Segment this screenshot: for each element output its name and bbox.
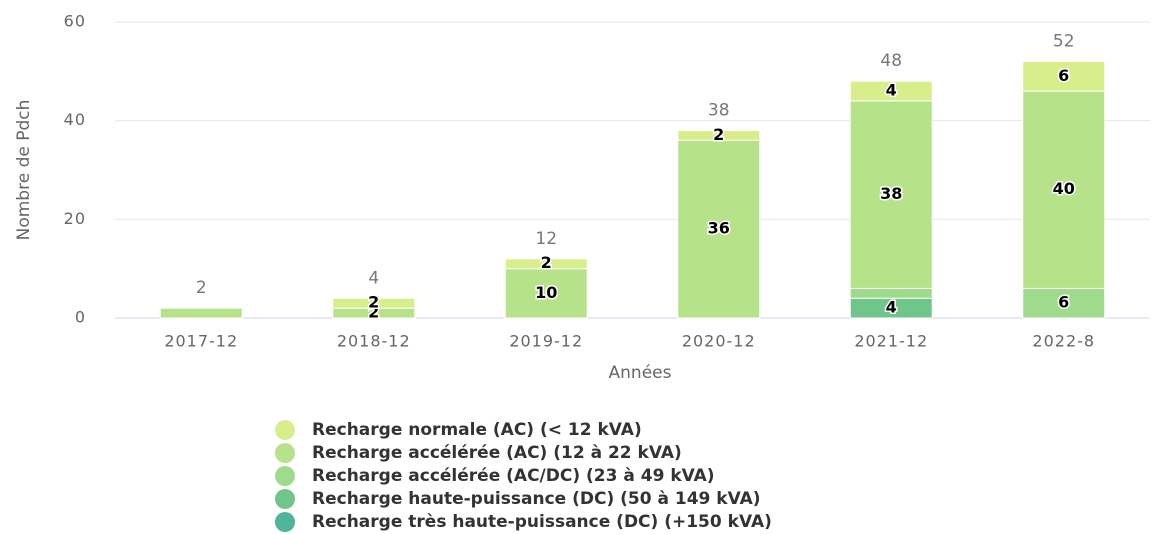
x-tick-label: 2019-12 bbox=[509, 332, 583, 351]
total-label: 2 bbox=[196, 278, 207, 298]
total-label: 4 bbox=[368, 268, 379, 288]
legend-swatch bbox=[275, 443, 295, 463]
y-tick-label: 60 bbox=[64, 12, 86, 31]
data-label: 36 bbox=[708, 219, 730, 238]
bar-segment bbox=[504, 268, 588, 319]
legend-swatch bbox=[275, 466, 295, 486]
x-axis-title: Années bbox=[609, 363, 672, 383]
data-label: 2 bbox=[713, 125, 724, 144]
legend-label: Recharge très haute-puissance (DC) (+150… bbox=[312, 512, 772, 532]
bar-segment bbox=[849, 100, 933, 289]
data-label: 40 bbox=[1053, 179, 1075, 198]
legend-label: Recharge accélérée (AC/DC) (23 à 49 kVA) bbox=[312, 466, 715, 486]
bar-segment bbox=[677, 139, 761, 319]
legend-swatch bbox=[275, 489, 295, 509]
bar-segment bbox=[1022, 60, 1106, 92]
y-tick-label: 20 bbox=[64, 209, 86, 228]
x-tick-label: 2017-12 bbox=[164, 332, 238, 351]
total-label: 38 bbox=[708, 101, 730, 121]
bar-segment bbox=[1022, 287, 1106, 319]
x-tick-label: 2018-12 bbox=[337, 332, 411, 351]
x-tick-label: 2022-8 bbox=[1032, 332, 1095, 351]
y-tick-label: 40 bbox=[64, 110, 86, 129]
bar-segment bbox=[504, 258, 588, 270]
legend-label: Recharge haute-puissance (DC) (50 à 149 … bbox=[312, 489, 761, 509]
bar-segment bbox=[1022, 90, 1106, 289]
data-label: 4 bbox=[886, 298, 897, 317]
y-axis-title: Nombre de Pdch bbox=[14, 100, 34, 241]
total-label: 52 bbox=[1053, 31, 1075, 51]
y-tick-label: 0 bbox=[75, 308, 86, 327]
data-label: 2 bbox=[541, 253, 552, 272]
data-label: 6 bbox=[1058, 293, 1069, 312]
data-label: 2 bbox=[368, 293, 379, 312]
data-label: 4 bbox=[886, 81, 897, 100]
x-tick-label: 2020-12 bbox=[682, 332, 756, 351]
bar-segment bbox=[332, 297, 416, 309]
x-tick-label: 2021-12 bbox=[854, 332, 928, 351]
bar-segment bbox=[159, 307, 243, 319]
total-label: 12 bbox=[535, 229, 557, 249]
bar-segment bbox=[849, 80, 933, 102]
data-label: 6 bbox=[1058, 66, 1069, 85]
bar-segment bbox=[677, 130, 761, 141]
data-label: 10 bbox=[535, 283, 557, 302]
bar-segment bbox=[849, 287, 933, 299]
legend-swatch bbox=[275, 420, 295, 440]
legend-label: Recharge accélérée (AC) (12 à 22 kVA) bbox=[312, 443, 682, 463]
data-label: 38 bbox=[880, 184, 902, 203]
legend-label: Recharge normale (AC) (< 12 kVA) bbox=[312, 420, 642, 440]
legend-swatch bbox=[275, 512, 295, 532]
total-label: 48 bbox=[880, 51, 902, 71]
